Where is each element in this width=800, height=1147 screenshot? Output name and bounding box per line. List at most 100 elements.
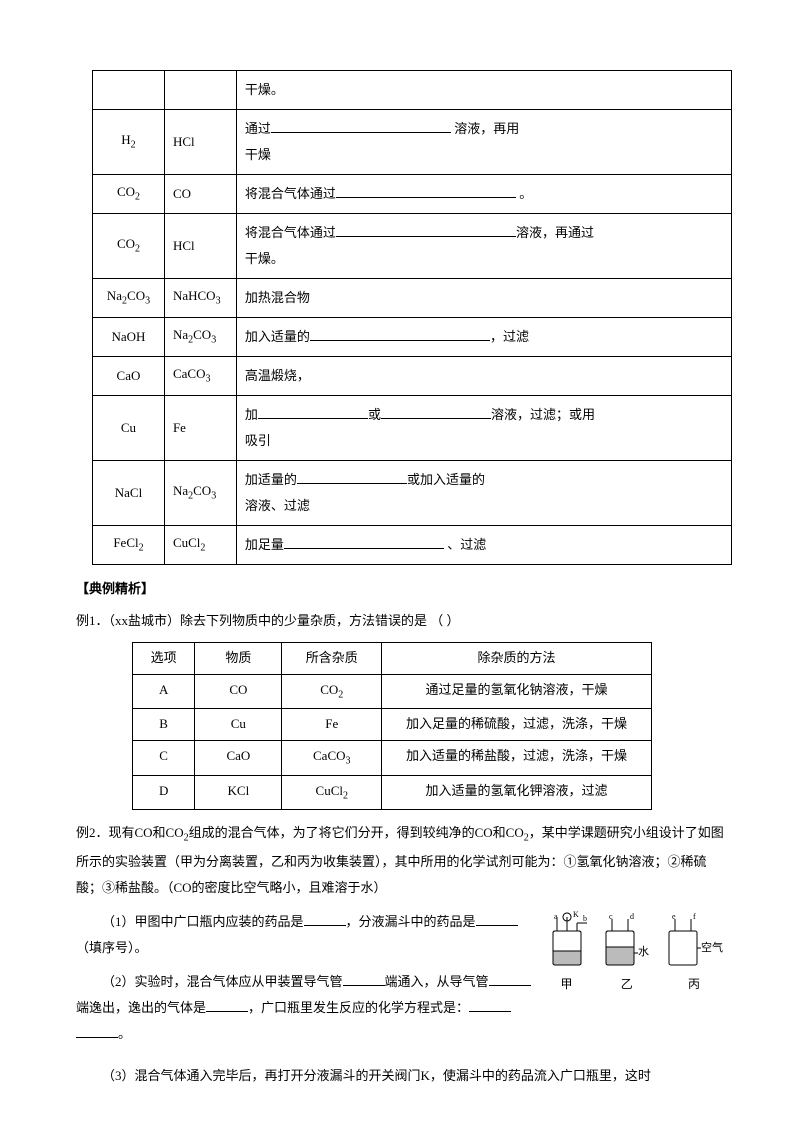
fill-blank[interactable] [336,185,516,198]
ex1-stem: 例1．（xx盐城市）除去下列物质中的少量杂质，方法错误的是 （ ） [76,608,728,634]
cell-method: 加足量 、过滤 [236,526,731,565]
blank-q2-3[interactable] [206,999,248,1012]
cell-impurity: CO [164,175,236,214]
q1c: （填序号）。 [76,940,148,955]
table-row: ACOCO2通过足量的氢氧化钠溶液，干燥 [133,674,652,709]
cell: Fe [282,709,382,741]
cell: CaCO3 [282,740,382,775]
table-row: CuFe加或溶液，过滤；或用吸引 [93,396,732,461]
cell-impurity: HCl [164,110,236,175]
flask-bing: e f 空气 丙 [663,911,725,994]
table-row: CO2HCl将混合气体通过溶液，再通过干燥。 [93,214,732,279]
water-label: 水 [638,945,649,958]
fill-blank[interactable] [381,406,491,419]
ex2-p1b: 组成的混合气体，为了将它们分开，得到较纯净的CO和CO [189,825,524,840]
q2b: 端通入，从导气管 [385,974,489,989]
cell-method: 通过 溶液，再用干燥 [236,110,731,175]
ex2-p1a: 例2．现有CO和CO [76,825,184,840]
blank-q2-5[interactable] [76,1025,118,1038]
svg-text:a: a [554,912,558,921]
blank-q2-2[interactable] [489,973,531,986]
fill-blank[interactable] [284,536,444,549]
blank-q1-1[interactable] [304,913,346,926]
svg-text:d: d [630,912,634,921]
fill-blank[interactable] [336,224,516,237]
table-row: Na2CO3NaHCO3加热混合物 [93,279,732,318]
fill-blank[interactable] [271,120,451,133]
table-row: 干燥。 [93,71,732,110]
q2c: 端逸出，逸出的气体是 [76,1000,206,1015]
cell: C [133,740,195,775]
cell: CO2 [282,674,382,709]
cell-impurity: Na2CO3 [164,318,236,357]
cell-substance: Cu [93,396,165,461]
cell-method: 加或溶液，过滤；或用吸引 [236,396,731,461]
table-row: CaOCaCO3高温煅烧， [93,357,732,396]
ex1-body: ACOCO2通过足量的氢氧化钠溶液，干燥BCuFe加入足量的稀硫酸，过滤，洗涤，… [133,674,652,810]
cell-impurity: CuCl2 [164,526,236,565]
q3: （3）混合气体通入完毕后，再打开分液漏斗的开关阀门K，使漏斗中的药品流入广口瓶里… [102,1068,651,1083]
table-row: H2HCl通过 溶液，再用干燥 [93,110,732,175]
q1b: ，分液漏斗中的药品是 [346,914,476,929]
cell-impurity: Fe [164,396,236,461]
cell-substance: NaOH [93,318,165,357]
cell-impurity: NaHCO3 [164,279,236,318]
ex1-h4: 除杂质的方法 [382,642,652,674]
cell-substance: CaO [93,357,165,396]
flask-jia-label: 甲 [543,975,591,994]
fill-blank[interactable] [297,471,407,484]
table-row: DKClCuCl2加入适量的氢氧化钾溶液，过滤 [133,775,652,810]
cell-substance [93,71,165,110]
cell-method: 将混合气体通过 。 [236,175,731,214]
purification-table: 干燥。H2HCl通过 溶液，再用干燥CO2CO将混合气体通过 。CO2HCl将混… [92,70,732,565]
cell: 加入适量的稀盐酸，过滤，洗涤，干燥 [382,740,652,775]
cell-method: 加热混合物 [236,279,731,318]
cell: 加入足量的稀硫酸，过滤，洗涤，干燥 [382,709,652,741]
fill-blank[interactable] [310,328,490,341]
cell-substance: H2 [93,110,165,175]
svg-text:f: f [693,912,696,921]
flask-jia: a K b 甲 [543,911,591,994]
cell-impurity [164,71,236,110]
fill-blank[interactable] [258,406,368,419]
cell-impurity: HCl [164,214,236,279]
ex1-table: 选项 物质 所含杂质 除杂质的方法 ACOCO2通过足量的氢氧化钠溶液，干燥BC… [132,642,652,810]
ex1-h3: 所含杂质 [282,642,382,674]
cell: CaO [195,740,282,775]
flask-yi: c d 水 乙 [600,911,654,994]
table-row: BCuFe加入足量的稀硫酸，过滤，洗涤，干燥 [133,709,652,741]
blank-q1-2[interactable] [476,913,518,926]
cell-substance: NaCl [93,461,165,526]
ex1-h2: 物质 [195,642,282,674]
q2a: （2）实验时，混合气体应从甲装置导气管 [102,974,343,989]
cell: Cu [195,709,282,741]
table-row: CO2CO将混合气体通过 。 [93,175,732,214]
q2e: 。 [118,1026,131,1041]
cell: 通过足量的氢氧化钠溶液，干燥 [382,674,652,709]
cell-substance: CO2 [93,214,165,279]
t1-body: 干燥。H2HCl通过 溶液，再用干燥CO2CO将混合气体通过 。CO2HCl将混… [93,71,732,565]
cell-method: 干燥。 [236,71,731,110]
cell-substance: FeCl2 [93,526,165,565]
cell-method: 加适量的或加入适量的溶液、过滤 [236,461,731,526]
cell: KCl [195,775,282,810]
flask-yi-label: 乙 [600,975,654,994]
cell-method: 高温煅烧， [236,357,731,396]
cell: CuCl2 [282,775,382,810]
svg-text:b: b [583,914,587,923]
cell-impurity: CaCO3 [164,357,236,396]
q1a: （1）甲图中广口瓶内应装的药品是 [102,914,304,929]
table-row: NaClNa2CO3加适量的或加入适量的溶液、过滤 [93,461,732,526]
svg-text:K: K [573,911,579,919]
cell: CO [195,674,282,709]
svg-text:c: c [609,912,613,921]
cell-method: 将混合气体通过溶液，再通过干燥。 [236,214,731,279]
blank-q2-4[interactable] [469,999,511,1012]
cell-impurity: Na2CO3 [164,461,236,526]
ex1-header-row: 选项 物质 所含杂质 除杂质的方法 [133,642,652,674]
air-label: 空气 [701,940,723,954]
table-row: NaOHNa2CO3加入适量的，过滤 [93,318,732,357]
cell-substance: Na2CO3 [93,279,165,318]
cell: D [133,775,195,810]
blank-q2-1[interactable] [343,973,385,986]
